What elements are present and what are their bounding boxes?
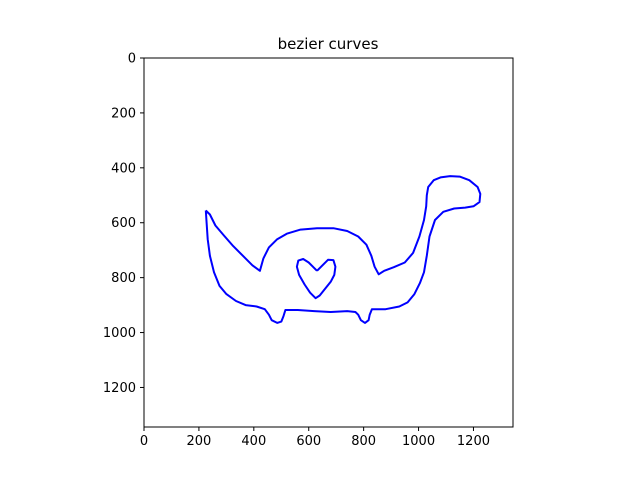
curve-0 xyxy=(204,175,482,324)
x-tick-label: 400 xyxy=(241,434,266,449)
x-tick-label: 800 xyxy=(351,434,376,449)
x-tick-label: 0 xyxy=(140,434,148,449)
x-tick-label: 1000 xyxy=(402,434,435,449)
y-tick-label: 600 xyxy=(111,216,136,231)
y-tick-label: 400 xyxy=(111,161,136,176)
chart-title: bezier curves xyxy=(278,35,379,53)
x-tick-label: 1200 xyxy=(457,434,490,449)
axes-frame xyxy=(143,57,514,428)
curve-1 xyxy=(295,258,337,300)
y-tick-label: 1000 xyxy=(103,326,136,341)
y-tick-label: 800 xyxy=(111,271,136,286)
y-tick-label: 200 xyxy=(111,106,136,121)
y-axis-ticks: 0 200 400 600 800 1000 1200 xyxy=(103,52,144,396)
x-tick-label: 600 xyxy=(296,434,321,449)
y-tick-label: 1200 xyxy=(103,381,136,396)
x-tick-label: 200 xyxy=(186,434,211,449)
plot-curves xyxy=(204,175,482,324)
x-axis-ticks: 0 200 400 600 800 1000 1200 xyxy=(140,427,490,449)
y-tick-label: 0 xyxy=(128,52,136,67)
